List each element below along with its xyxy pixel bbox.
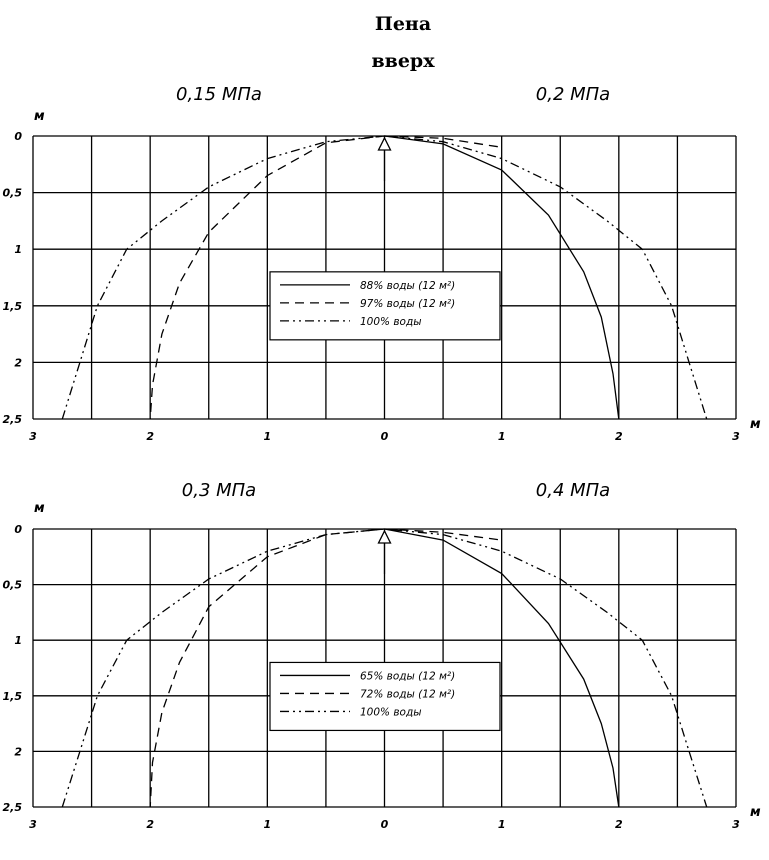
x-tick-label: 0	[381, 818, 389, 831]
pressure-label-left: 0,15 МПа	[176, 84, 262, 105]
x-tick-label: 1	[264, 430, 272, 443]
y-tick-label: 2,5	[3, 413, 23, 426]
y-axis-label: м	[34, 109, 45, 124]
figure-title-line2: вверх	[371, 50, 435, 72]
x-tick-label: 1	[264, 818, 272, 831]
y-tick-label: 2	[14, 356, 22, 369]
y-tick-label: 1,5	[3, 300, 23, 313]
y-axis-label: м	[34, 501, 45, 516]
series-line	[384, 528, 620, 808]
pressure-label-left: 0,3 МПа	[182, 480, 256, 501]
x-axis-label: м	[750, 417, 761, 432]
x-tick-label: 3	[732, 818, 740, 831]
series-line	[384, 528, 502, 541]
y-tick-label: 1	[14, 634, 22, 647]
series-line	[61, 135, 708, 420]
legend-box	[269, 271, 501, 341]
legend-label: 97% воды (12 м²)	[360, 298, 455, 310]
y-tick-label: 1,5	[3, 690, 23, 703]
x-tick-label: 2	[615, 818, 623, 831]
x-tick-label: 3	[29, 430, 37, 443]
legend-label: 100% воды	[360, 706, 422, 718]
legend-label: 65% воды (12 м²)	[360, 670, 455, 682]
x-tick-label: 3	[732, 430, 740, 443]
pressure-label-right: 0,4 МПа	[536, 480, 610, 501]
x-tick-label: 0	[381, 430, 389, 443]
nozzle-arrow-icon	[377, 529, 392, 544]
x-tick-label: 2	[146, 430, 154, 443]
series-line	[149, 528, 385, 808]
y-tick-label: 2,5	[3, 801, 23, 814]
x-axis-label: м	[750, 805, 761, 820]
legend-label: 100% воды	[360, 316, 422, 328]
x-tick-label: 3	[29, 818, 37, 831]
series-line	[149, 135, 385, 420]
series-line	[61, 528, 708, 808]
figure-title-line1: Пена	[375, 13, 431, 35]
x-tick-label: 2	[615, 430, 623, 443]
legend-box	[269, 661, 501, 732]
series-line	[384, 135, 620, 420]
series-line	[384, 135, 502, 148]
y-tick-label: 0	[14, 523, 22, 536]
nozzle-arrow-icon	[377, 136, 392, 151]
x-tick-label: 2	[146, 818, 154, 831]
y-tick-label: 0	[14, 130, 22, 143]
x-tick-label: 1	[498, 430, 506, 443]
y-tick-label: 0,5	[3, 579, 23, 592]
y-tick-label: 2	[14, 745, 22, 758]
y-tick-label: 0,5	[3, 187, 23, 200]
pressure-label-right: 0,2 МПа	[536, 84, 610, 105]
legend-label: 72% воды (12 м²)	[360, 688, 455, 700]
x-tick-label: 1	[498, 818, 506, 831]
y-tick-label: 1	[14, 243, 22, 256]
legend-label: 88% воды (12 м²)	[360, 280, 455, 292]
